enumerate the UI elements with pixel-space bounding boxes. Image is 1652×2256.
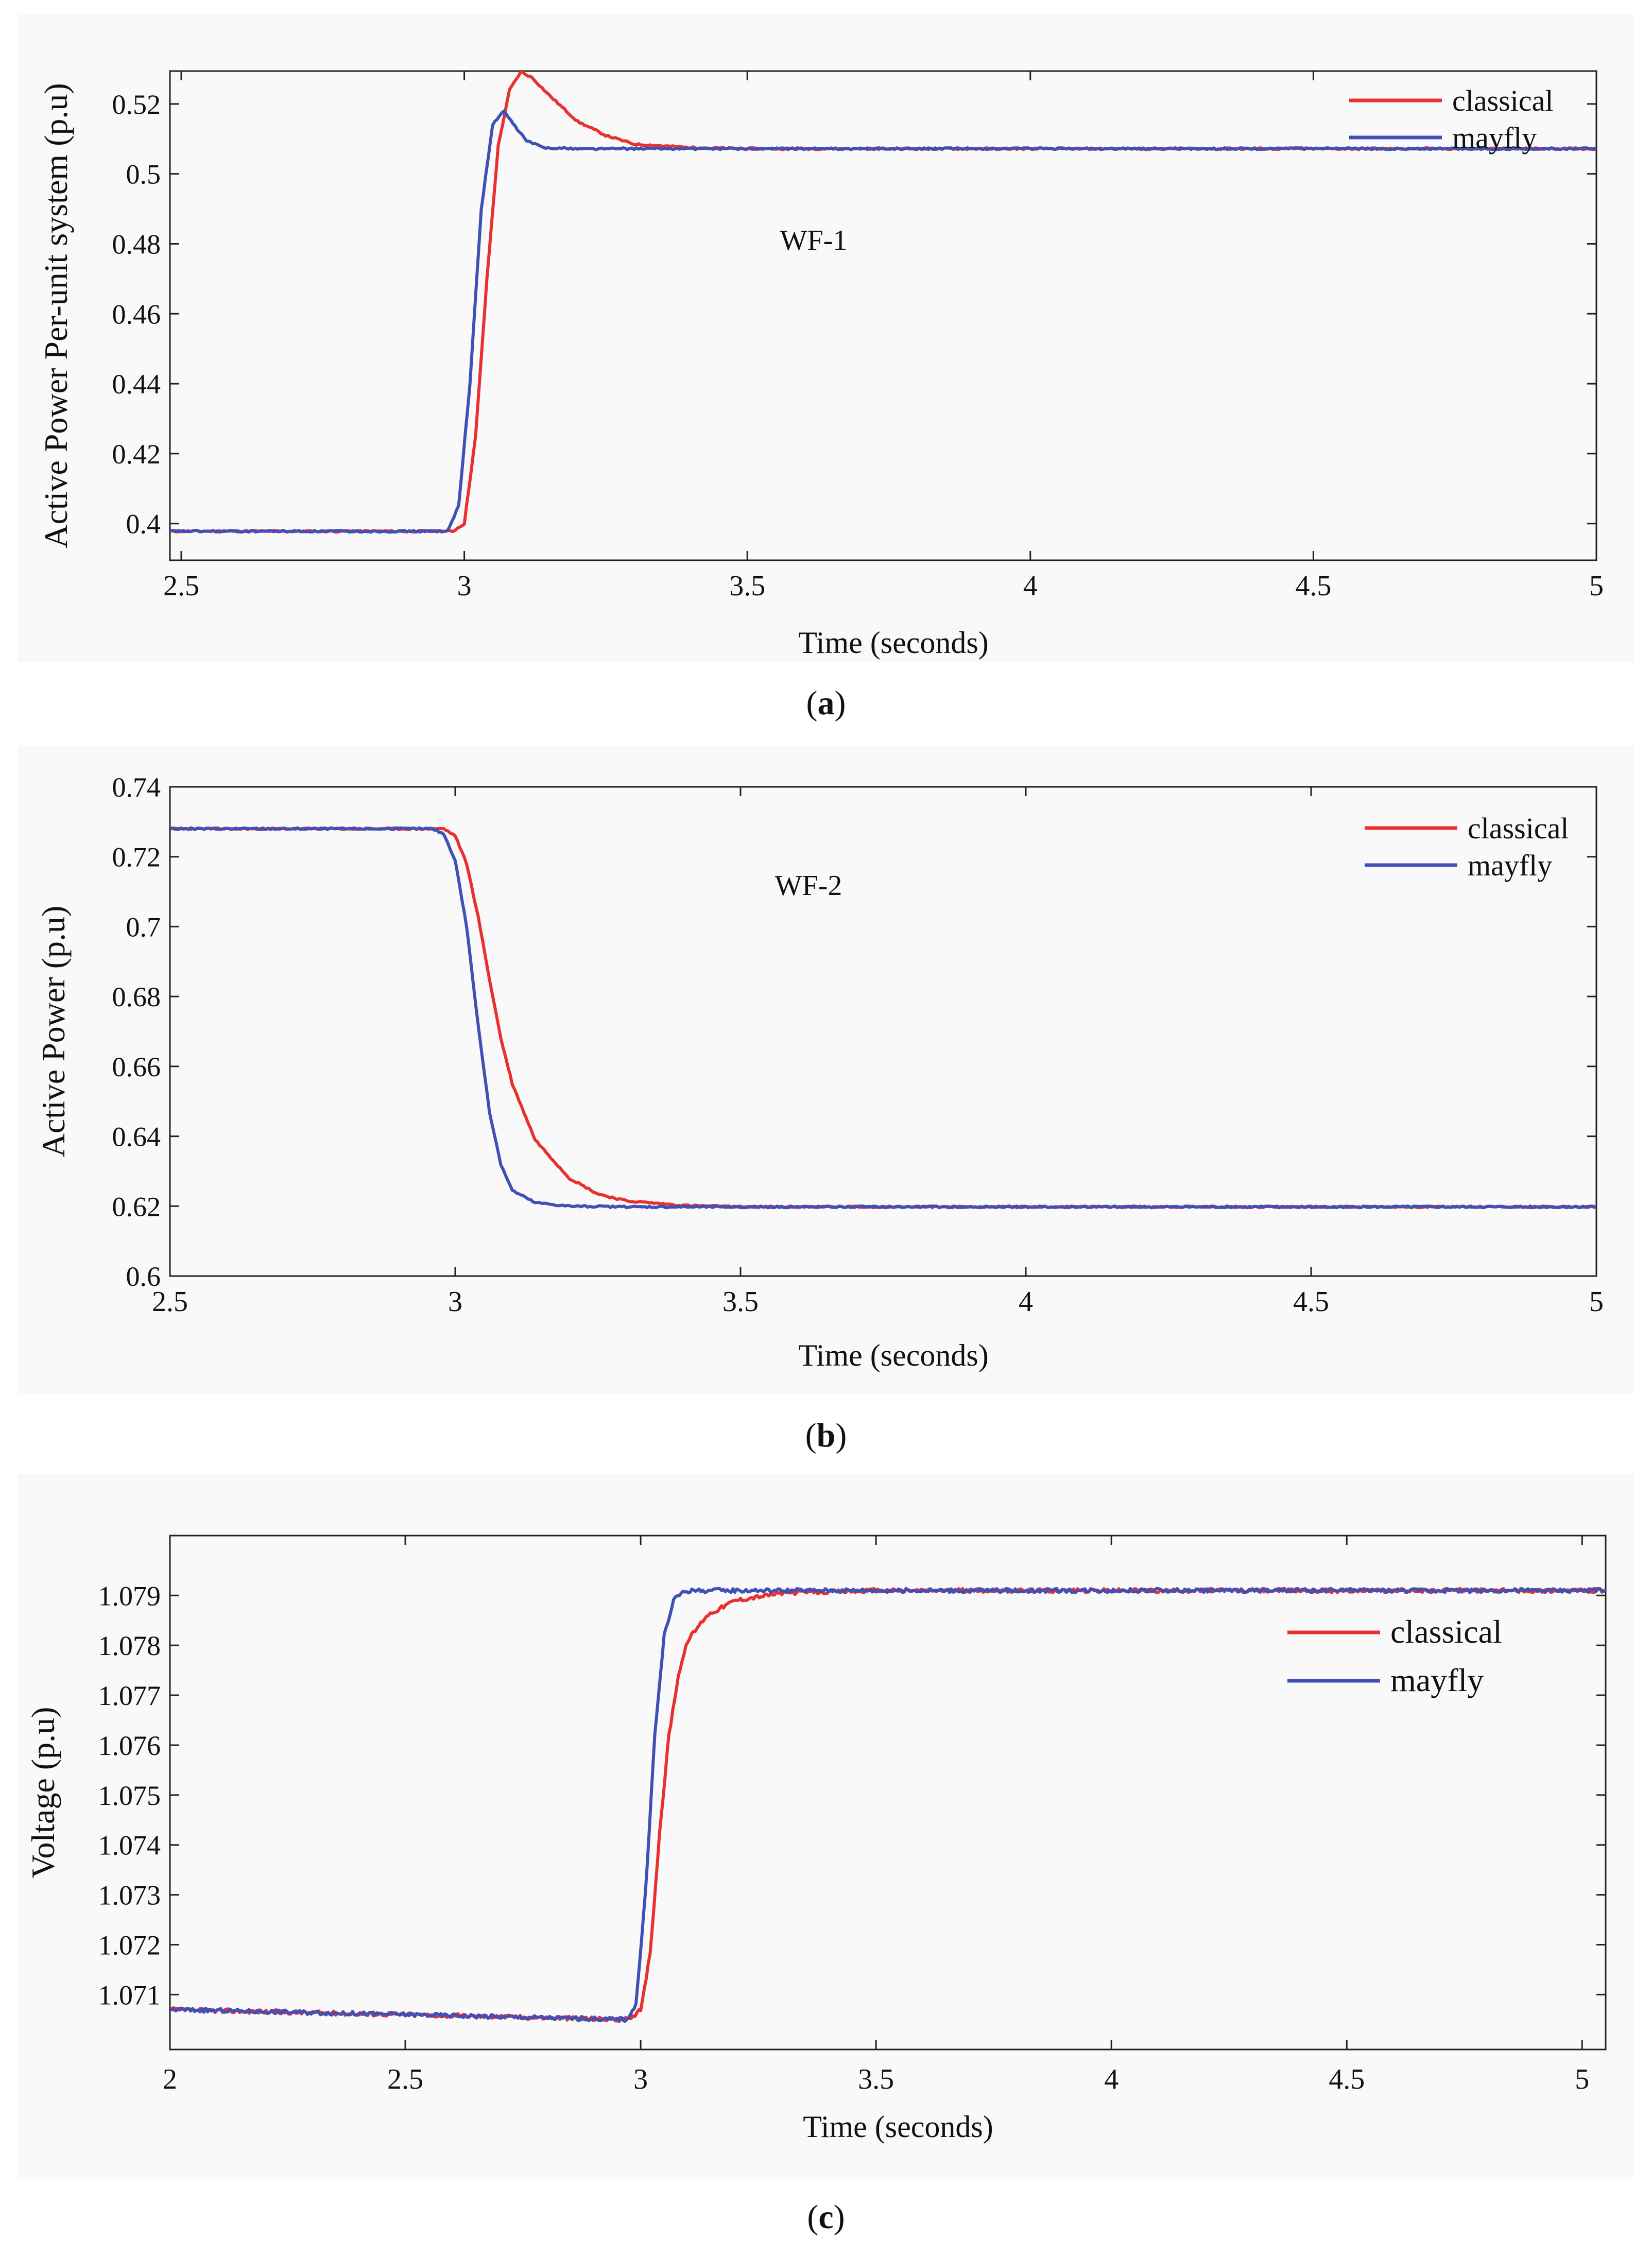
x-tick-label: 2.5	[163, 570, 199, 602]
y-tick-label: 0.7	[126, 911, 161, 942]
y-tick-label: 0.46	[112, 299, 161, 330]
x-tick-label: 3	[457, 570, 472, 602]
y-tick-label: 0.5	[126, 159, 161, 190]
plot-frame	[169, 1535, 1607, 2051]
y-tick-label: 0.68	[112, 981, 161, 1012]
x-tick-label: 5	[1589, 1286, 1604, 1318]
y-tick-label: 0.42	[112, 439, 161, 470]
plot-frame	[169, 70, 1597, 561]
y-tick-label: 1.078	[98, 1630, 161, 1661]
panel-a-background	[18, 14, 1634, 662]
x-tick-label: 2.5	[387, 2063, 423, 2095]
y-tick-label: 1.076	[98, 1730, 161, 1761]
x-tick-label: 3.5	[722, 1286, 759, 1318]
chart-b: 2.5 3 3.5 4 4.5 5 0.6 0.62 0.64 0.66 0.68 0.7 0.72 0.…	[35, 772, 1604, 1372]
y-tick-label: 0.62	[112, 1191, 161, 1222]
y-tick-label: 1.074	[98, 1830, 161, 1861]
y-axis-label: Active Power Per-unit system (p.u)	[38, 83, 74, 548]
legend-label-classical: classical	[1390, 1613, 1502, 1650]
x-tick-label: 3.5	[858, 2063, 894, 2095]
y-tick-label: 1.073	[98, 1880, 161, 1911]
x-tick-label: 5	[1575, 2063, 1589, 2095]
y-axis-label: Voltage (p.u)	[25, 1707, 61, 1879]
y-tick-label: 0.4	[126, 509, 161, 540]
x-tick-label: 4	[1019, 1286, 1033, 1318]
y-tick-label: 0.66	[112, 1052, 161, 1082]
y-tick-label: 0.44	[112, 369, 161, 400]
y-tick-label: 1.077	[98, 1680, 161, 1711]
plot-frame	[169, 786, 1597, 1277]
x-axis-label: Time (seconds)	[798, 626, 988, 660]
legend-label-mayfly: mayfly	[1468, 849, 1552, 882]
legend-label-classical: classical	[1468, 812, 1569, 845]
x-tick-label: 5	[1589, 570, 1604, 602]
x-axis-label: Time (seconds)	[798, 1338, 988, 1372]
y-tick-label: 0.48	[112, 229, 161, 260]
caption-b: (b)	[805, 1417, 847, 1454]
series-line-classical	[170, 1587, 1606, 2023]
x-tick-label: 4.5	[1329, 2063, 1365, 2095]
x-tick-label: 4.5	[1293, 1286, 1329, 1318]
chart-c: 2 2.5 3 3.5 4 4.5 5 1.071 1.072 1.073 1.074 1.075 1.…	[25, 1535, 1607, 2144]
annotation-label: WF-2	[775, 870, 842, 902]
legend-label-classical: classical	[1452, 84, 1553, 117]
x-tick-label: 3.5	[729, 570, 765, 602]
y-tick-label: 0.6	[126, 1261, 161, 1292]
x-tick-label: 3	[448, 1286, 462, 1318]
chart-a: 2.5 3 3.5 4 4.5 5 0.4 0.42 0.44 0.46 0.48 0.5 0.52 Ti…	[38, 70, 1604, 660]
series-line-classical	[170, 71, 1596, 534]
y-tick-label: 1.079	[98, 1580, 161, 1611]
x-tick-label: 4	[1023, 570, 1038, 602]
x-tick-label: 4.5	[1295, 570, 1331, 602]
x-tick-label: 2.5	[152, 1286, 188, 1318]
caption-c: (c)	[807, 2198, 845, 2236]
legend-label-mayfly: mayfly	[1452, 121, 1537, 154]
y-tick-label: 0.64	[112, 1122, 161, 1152]
series-line-mayfly	[170, 1587, 1606, 2023]
panel-b-background	[18, 746, 1634, 1393]
series-line-mayfly	[170, 826, 1596, 1210]
y-tick-label: 1.071	[98, 1979, 161, 2010]
y-tick-label: 0.74	[112, 772, 161, 803]
x-tick-label: 2	[163, 2063, 177, 2095]
x-tick-label: 4	[1104, 2063, 1118, 2095]
x-axis-label: Time (seconds)	[803, 2110, 993, 2144]
y-tick-label: 1.072	[98, 1930, 161, 1961]
x-tick-label: 3	[633, 2063, 648, 2095]
y-tick-label: 0.52	[112, 89, 161, 120]
legend-label-mayfly: mayfly	[1390, 1662, 1484, 1698]
caption-a: (a)	[806, 684, 846, 722]
y-axis-label: Active Power (p.u)	[35, 906, 72, 1158]
y-tick-label: 0.72	[112, 842, 161, 873]
series-line-classical	[170, 826, 1596, 1210]
y-tick-label: 1.075	[98, 1780, 161, 1811]
annotation-label: WF-1	[780, 225, 848, 256]
series-line-mayfly	[170, 109, 1596, 534]
